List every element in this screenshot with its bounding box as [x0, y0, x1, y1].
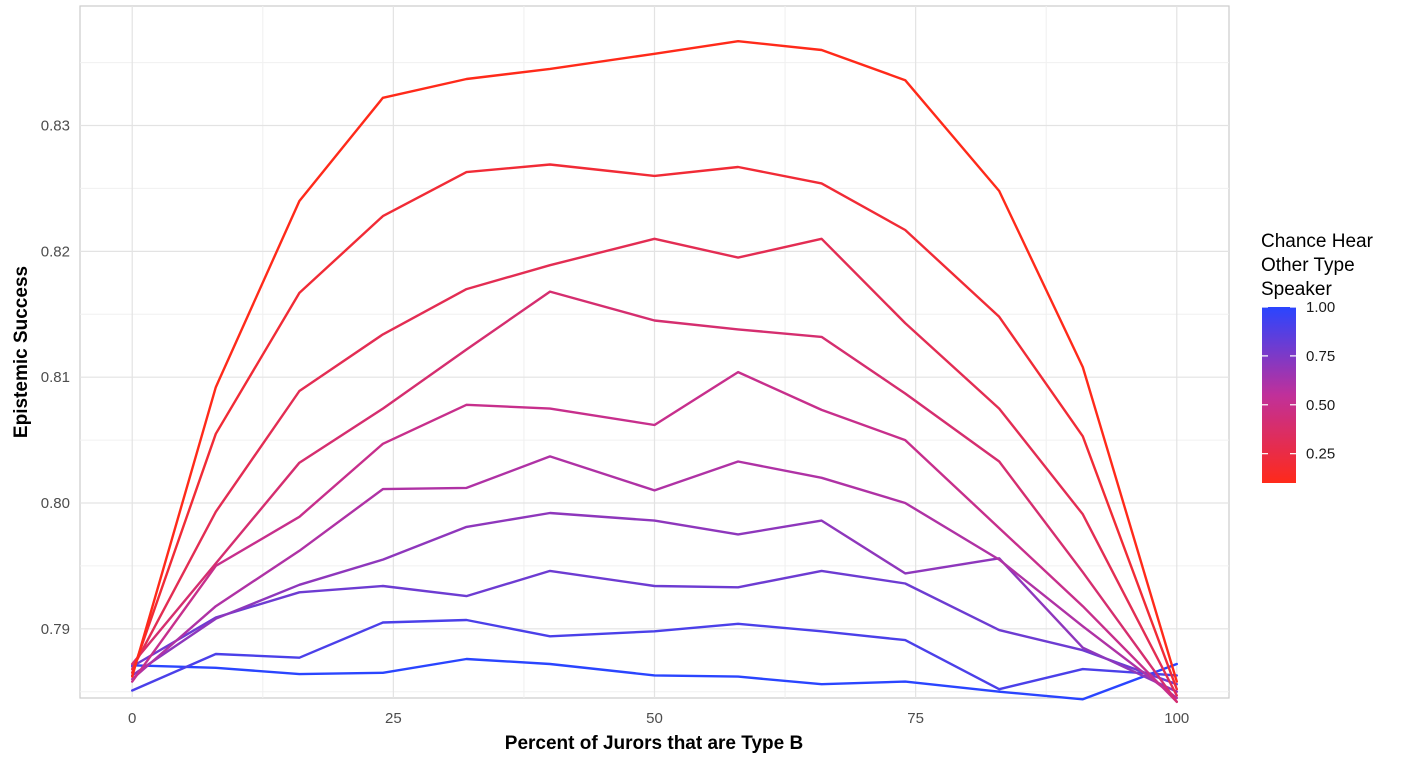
x-tick-label: 100	[1164, 710, 1189, 727]
series-line-0-9	[130, 618, 1179, 692]
legend-title-line-3: Speaker	[1261, 279, 1332, 300]
series-line-0-2	[130, 163, 1179, 691]
grid	[80, 6, 1229, 698]
y-axis-ticks: 0.79 0.80 0.81 0.82 0.83	[41, 118, 70, 638]
legend-tick-label: 0.25	[1306, 446, 1335, 463]
x-tick-label: 25	[385, 710, 402, 727]
x-tick-label: 50	[646, 710, 663, 727]
x-tick-label: 75	[907, 710, 924, 727]
x-tick-label: 0	[128, 710, 136, 727]
legend-title-line-2: Other Type	[1261, 255, 1355, 276]
legend-ticks: 1.00 0.75 0.50 0.25	[1262, 299, 1335, 463]
legend-tick-label: 0.50	[1306, 397, 1335, 414]
series-line-0-8	[130, 569, 1179, 686]
y-tick-label: 0.82	[41, 243, 70, 260]
series-line-0-4	[130, 290, 1179, 703]
legend-tick-label: 1.00	[1306, 299, 1335, 316]
y-tick-label: 0.79	[41, 621, 70, 638]
series-line-1	[130, 657, 1179, 701]
y-tick-label: 0.83	[41, 118, 70, 135]
x-axis-title: Percent of Jurors that are Type B	[505, 733, 803, 754]
y-tick-label: 0.81	[41, 369, 70, 386]
y-axis-title: Epistemic Success	[11, 266, 32, 438]
series-line-0-3	[130, 237, 1179, 697]
legend-title-line-1: Chance Hear	[1261, 231, 1374, 252]
series-line-0-5	[130, 370, 1179, 703]
legend: Chance Hear Other Type Speaker 1.00 0.75 0…	[1261, 231, 1374, 483]
legend-tick-label: 0.75	[1306, 348, 1335, 365]
series-line-0-6	[130, 455, 1179, 700]
series-lines	[130, 40, 1179, 703]
x-axis-ticks: 0 25 50 75 100	[128, 710, 1189, 727]
series-line-0-1	[130, 40, 1179, 683]
y-tick-label: 0.80	[41, 495, 70, 512]
legend-colorbar	[1262, 307, 1296, 483]
